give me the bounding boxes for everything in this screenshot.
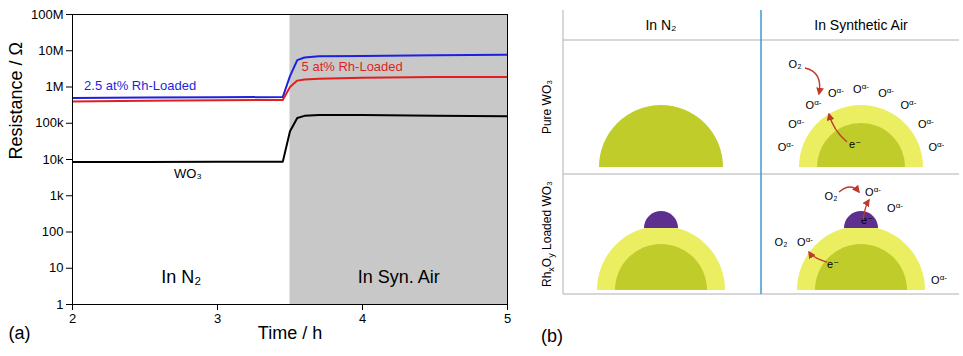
svg-text:2: 2 [69,311,76,326]
svg-text:100: 100 [42,224,64,239]
svg-text:4: 4 [359,311,366,326]
svg-text:1: 1 [56,297,63,312]
svg-text:100M: 100M [31,7,64,22]
svg-text:5 at% Rh-Loaded: 5 at% Rh-Loaded [302,59,403,74]
svg-text:Oα-: Oα- [931,273,947,286]
svg-text:Pure WO₃: Pure WO₃ [540,80,554,134]
svg-text:Oα-: Oα- [778,140,794,153]
svg-text:Oα-: Oα- [887,201,903,214]
svg-text:O₂: O₂ [789,58,802,70]
svg-text:Oα-: Oα- [918,117,934,130]
svg-text:Oα-: Oα- [853,82,869,95]
svg-text:e⁻: e⁻ [827,258,839,270]
svg-text:Oα-: Oα- [797,235,813,248]
svg-text:Oα-: Oα- [806,98,822,111]
svg-text:1M: 1M [45,79,63,94]
svg-text:e⁻: e⁻ [849,138,861,150]
svg-text:O₂: O₂ [825,190,838,202]
svg-text:Oα-: Oα- [865,185,881,198]
svg-text:Oα-: Oα- [901,98,917,111]
svg-text:Resistance / Ω: Resistance / Ω [6,42,26,160]
svg-text:Oα-: Oα- [928,140,944,153]
svg-text:In Synthetic Air: In Synthetic Air [814,17,908,33]
svg-text:(a): (a) [9,323,31,343]
svg-text:e⁻: e⁻ [861,214,873,226]
svg-text:Oα-: Oα- [788,117,804,130]
svg-text:10k: 10k [43,152,64,167]
svg-text:RhxOy Loaded WO₃: RhxOy Loaded WO₃ [540,181,556,287]
svg-text:2.5 at% Rh-Loaded: 2.5 at% Rh-Loaded [84,78,196,93]
svg-text:1k: 1k [50,188,64,203]
svg-text:In N₂: In N₂ [645,17,676,33]
svg-text:100k: 100k [35,115,64,130]
svg-text:Oα-: Oα- [878,86,894,99]
svg-text:(b): (b) [541,326,563,346]
svg-text:Time / h: Time / h [258,323,322,343]
svg-text:3: 3 [214,311,221,326]
svg-text:10M: 10M [38,43,63,58]
svg-text:5: 5 [504,311,511,326]
svg-text:In N₂: In N₂ [161,267,201,287]
svg-text:In Syn. Air: In Syn. Air [358,267,440,287]
svg-text:Oα-: Oα- [828,86,844,99]
svg-text:WO₃: WO₃ [174,166,202,181]
svg-text:O₂: O₂ [775,236,788,248]
svg-text:10: 10 [49,260,63,275]
